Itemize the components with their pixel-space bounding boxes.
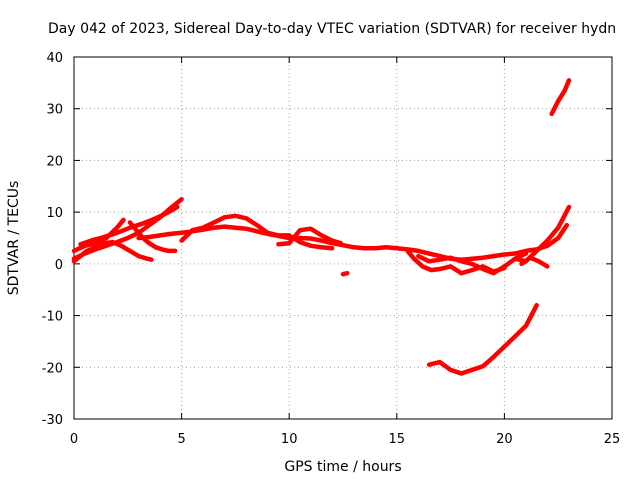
series-arc-5 xyxy=(127,220,178,254)
y-tick-label: -30 xyxy=(42,413,63,428)
series-arc-11 xyxy=(416,251,529,276)
chart-title: Day 042 of 2023, Sidereal Day-to-day VTE… xyxy=(48,21,616,37)
y-tick-label: -20 xyxy=(42,361,63,376)
series-arc-13 xyxy=(519,255,550,269)
y-tick-label: -10 xyxy=(42,310,63,325)
x-tick-label: 15 xyxy=(389,432,406,447)
y-tick-label: 10 xyxy=(46,206,63,221)
tick-marks xyxy=(73,56,613,420)
series-layer xyxy=(71,78,572,376)
x-axis-title: GPS time / hours xyxy=(284,459,401,475)
y-tick-label: 0 xyxy=(55,258,63,273)
y-axis-title: SDTVAR / TECUs xyxy=(6,181,22,296)
x-tick-label: 5 xyxy=(177,432,185,447)
x-tick-label: 20 xyxy=(496,432,513,447)
x-tick-labels: 0 5 10 15 20 25 xyxy=(70,432,620,447)
x-tick-label: 25 xyxy=(604,432,621,447)
plot-frame xyxy=(73,56,613,420)
series-arc-3 xyxy=(78,204,180,247)
series-arc-9 xyxy=(340,270,350,277)
y-tick-labels: -30 -20 -10 0 10 20 30 40 xyxy=(42,51,63,428)
x-tick-label: 0 xyxy=(70,432,78,447)
y-tick-label: 20 xyxy=(46,154,63,169)
x-tick-label: 10 xyxy=(281,432,298,447)
y-tick-label: 30 xyxy=(46,103,63,118)
series-arc-15 xyxy=(549,78,572,117)
y-tick-label: 40 xyxy=(46,51,63,66)
series-arc-4 xyxy=(71,217,126,254)
series-arc-14 xyxy=(426,302,539,376)
series-arc-6 xyxy=(136,222,570,262)
series-arc-8 xyxy=(276,226,344,247)
series-arc-7 xyxy=(179,213,335,251)
